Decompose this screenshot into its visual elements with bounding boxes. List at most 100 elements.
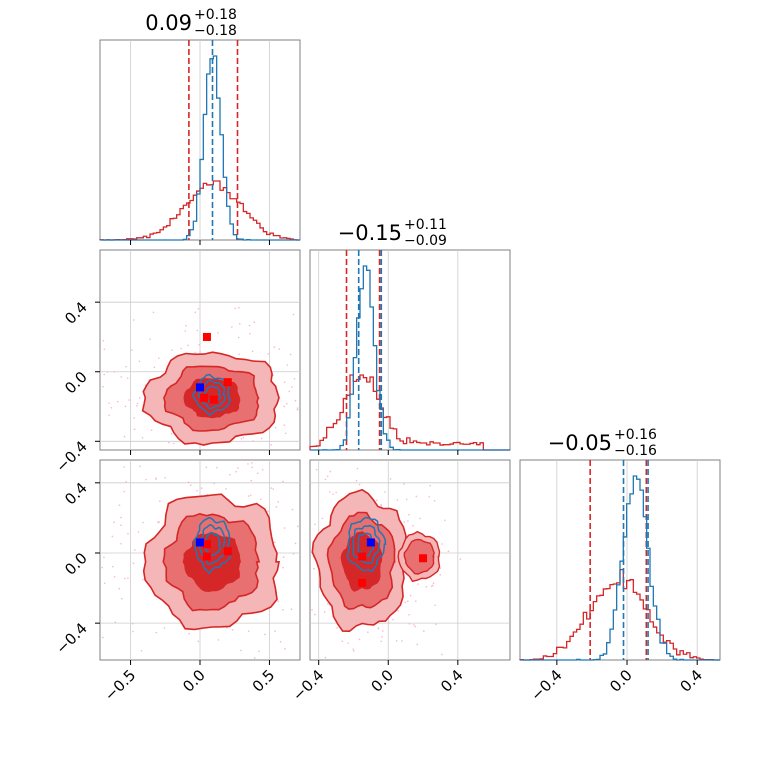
- sample-point: [352, 648, 354, 651]
- sample-point: [259, 498, 262, 501]
- sample-point: [194, 351, 196, 354]
- sample-point: [164, 476, 166, 479]
- sample-point: [231, 326, 233, 328]
- panel-title-value: −0.05: [548, 431, 612, 455]
- sample-point: [283, 405, 285, 408]
- sample-point: [428, 496, 430, 498]
- sample-point: [247, 495, 250, 497]
- histogram-p0-panel: [99, 39, 301, 241]
- sample-point: [419, 517, 421, 520]
- sample-point: [131, 349, 133, 351]
- sample-point: [321, 517, 324, 520]
- sample-point: [356, 467, 359, 470]
- panel-frame: [519, 459, 721, 661]
- sample-point: [358, 638, 361, 641]
- sample-point: [353, 650, 355, 652]
- sample-point: [249, 333, 251, 335]
- sample-point: [140, 649, 143, 652]
- sample-point: [430, 585, 433, 588]
- sample-point: [198, 343, 201, 346]
- sample-point: [415, 495, 418, 498]
- sample-point: [231, 629, 234, 631]
- sample-point: [120, 516, 122, 519]
- red-marker: [223, 378, 232, 387]
- sample-point: [429, 484, 432, 487]
- sample-point: [253, 657, 256, 659]
- sample-point: [282, 480, 284, 483]
- sample-point: [414, 625, 417, 628]
- contour-p1-vs-p0-panel: [99, 249, 301, 451]
- sample-point: [133, 428, 136, 431]
- sample-point: [277, 600, 280, 603]
- sample-point: [417, 583, 419, 585]
- sample-point: [328, 491, 331, 493]
- red-marker: [223, 547, 232, 556]
- red-marker: [358, 552, 367, 561]
- sample-point: [125, 365, 127, 368]
- sample-point: [127, 577, 129, 579]
- sample-point: [251, 350, 254, 353]
- sample-point: [439, 573, 442, 576]
- sample-point: [407, 600, 409, 603]
- sample-point: [447, 550, 450, 553]
- sample-point: [217, 332, 219, 334]
- sample-point: [335, 491, 337, 494]
- sample-point: [284, 432, 287, 435]
- sample-point: [314, 613, 316, 616]
- sample-point: [380, 503, 382, 506]
- sample-point: [123, 490, 126, 493]
- sample-point: [159, 500, 161, 503]
- sample-point: [205, 466, 208, 469]
- sample-point: [409, 594, 412, 597]
- sample-point: [127, 532, 129, 535]
- sample-point: [289, 353, 292, 356]
- sample-point: [123, 435, 126, 438]
- sample-point: [389, 478, 392, 480]
- sample-point: [112, 565, 114, 568]
- sample-point: [296, 407, 299, 409]
- sample-point: [282, 566, 284, 569]
- sample-point: [388, 622, 390, 624]
- sample-point: [286, 364, 289, 366]
- sample-point: [431, 584, 434, 587]
- sample-point: [270, 487, 273, 489]
- sample-point: [189, 484, 192, 486]
- blue-histogram-series: [100, 55, 300, 241]
- sample-point: [253, 321, 256, 324]
- sample-point: [113, 371, 116, 373]
- y-tick-label: −0.4: [52, 437, 90, 475]
- sample-point: [152, 311, 155, 314]
- sample-point: [234, 307, 236, 310]
- sample-point: [111, 535, 114, 538]
- sample-point: [225, 488, 227, 490]
- sample-point: [237, 467, 239, 469]
- sample-point: [249, 494, 252, 496]
- sample-point: [114, 621, 117, 624]
- sample-point: [270, 444, 272, 446]
- sample-point: [251, 466, 253, 469]
- sample-point: [199, 351, 201, 353]
- sample-point: [375, 499, 378, 502]
- sample-point: [413, 624, 415, 626]
- sample-point: [172, 442, 175, 445]
- sample-point: [435, 623, 437, 626]
- sample-point: [408, 623, 411, 625]
- sample-point: [106, 371, 109, 373]
- sample-point: [341, 640, 344, 643]
- red-marker: [200, 393, 209, 402]
- sample-point: [103, 582, 106, 585]
- sample-point: [136, 404, 138, 407]
- sample-point: [102, 636, 104, 639]
- blue-marker: [196, 538, 204, 547]
- sample-point: [403, 483, 405, 485]
- sample-point: [432, 582, 435, 584]
- sample-point: [332, 493, 334, 495]
- sample-point: [267, 510, 269, 513]
- sample-point: [279, 640, 282, 643]
- sample-point: [290, 608, 293, 611]
- sample-point: [118, 504, 121, 507]
- sample-point: [274, 426, 277, 429]
- sample-point: [278, 348, 281, 350]
- blue-contour-level: [192, 373, 232, 416]
- sample-point: [184, 330, 187, 332]
